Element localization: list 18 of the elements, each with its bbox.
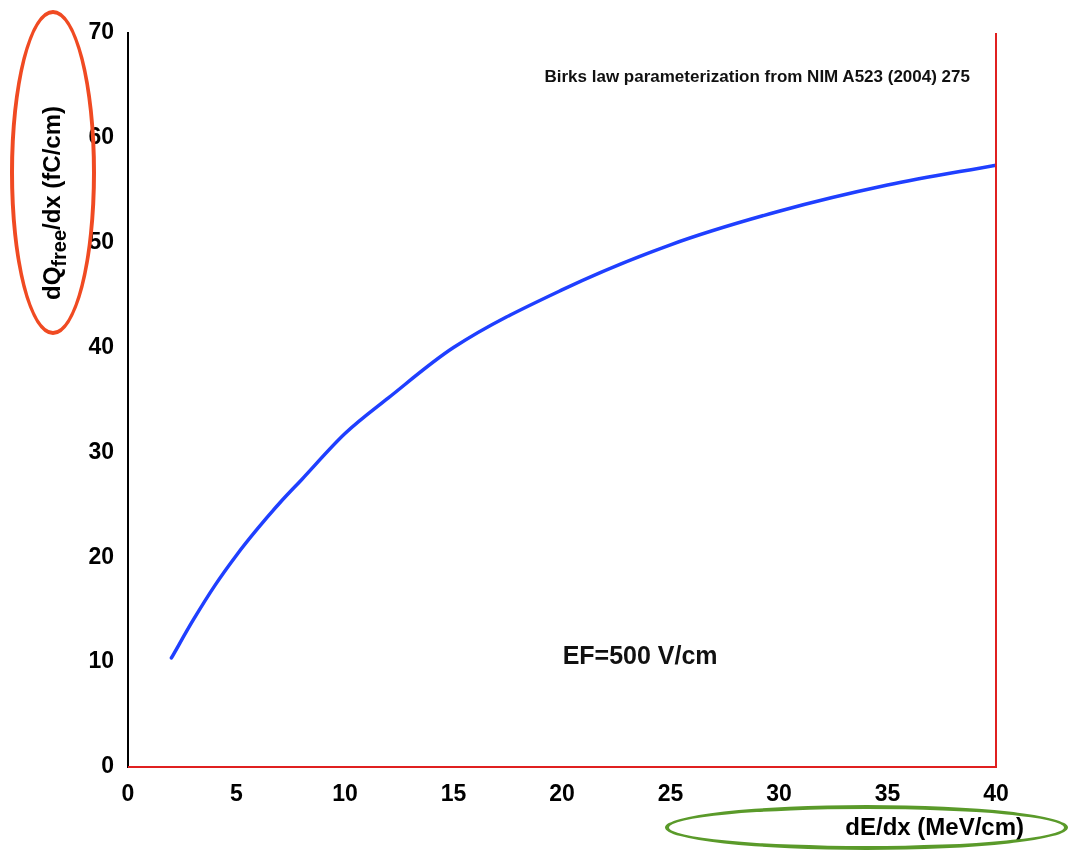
x-tick-label: 25 [657, 780, 684, 807]
annotation: EF=500 V/cm [562, 640, 718, 669]
y-tick-label: 20 [88, 542, 114, 569]
y-tick-label: 0 [101, 752, 114, 779]
x-axis-title: dE/dx (MeV/cm) [845, 813, 1024, 841]
y-tick-label: 10 [88, 647, 114, 674]
x-tick-label: 30 [766, 780, 792, 807]
x-tick-label: 15 [440, 780, 467, 807]
y-tick-label: 70 [88, 18, 114, 45]
x-tick-label: 10 [332, 780, 358, 807]
x-tick-label: 20 [549, 780, 575, 807]
annotation: Birks law parameterization from NIM A523 (2004) 275 [544, 66, 970, 86]
x-tick-label: 35 [874, 780, 901, 807]
y-tick-label: 30 [88, 437, 114, 464]
x-tick-label: 0 [121, 780, 135, 807]
x-tick-label: 5 [230, 780, 244, 807]
y-tick-label: 40 [88, 332, 114, 359]
x-tick-label: 40 [983, 780, 1009, 807]
